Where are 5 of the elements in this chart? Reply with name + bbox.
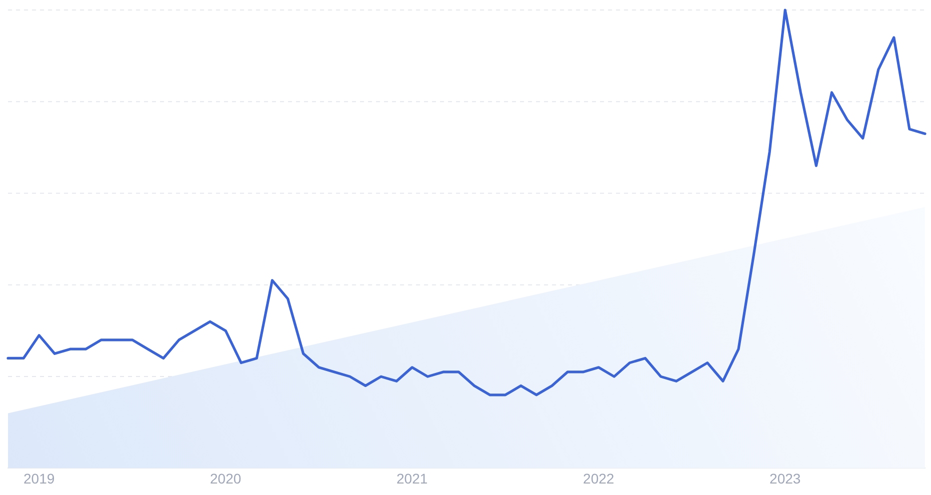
x-tick-label: 2022 [583,470,614,486]
x-tick-label: 2019 [24,470,55,486]
x-tick-label: 2020 [210,470,242,486]
x-tick-label: 2023 [770,470,801,486]
x-tick-label: 2021 [396,470,428,486]
